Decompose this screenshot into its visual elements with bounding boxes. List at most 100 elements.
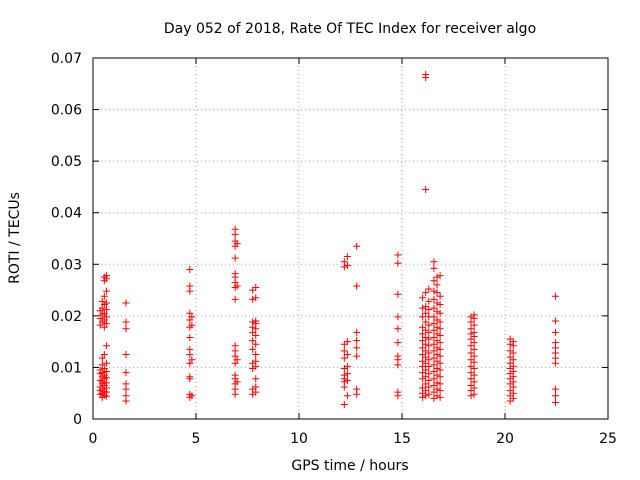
data-point [419, 344, 427, 352]
data-point [551, 398, 559, 406]
chart-title: Day 052 of 2018, Rate Of TEC Index for r… [164, 21, 536, 37]
data-point [394, 259, 402, 267]
data-point [100, 292, 108, 300]
data-point [425, 356, 433, 364]
data-point [436, 292, 444, 300]
data-point [436, 366, 444, 374]
data-point [433, 323, 441, 331]
data-point [425, 362, 433, 370]
data-point [252, 283, 260, 291]
data-point [470, 371, 478, 379]
data-point [340, 258, 348, 266]
data-point [343, 338, 351, 346]
data-point [252, 340, 260, 348]
x-tick-label: 5 [192, 431, 201, 447]
data-point [98, 361, 106, 369]
data-point [419, 294, 427, 302]
data-point [343, 370, 351, 378]
data-point [100, 323, 108, 331]
data-point [98, 354, 106, 362]
data-point [430, 320, 438, 328]
data-point [506, 359, 514, 367]
data-point [394, 352, 402, 360]
data-point [252, 357, 260, 365]
data-point [430, 304, 438, 312]
data-point [470, 384, 478, 392]
data-point [100, 309, 108, 317]
data-point [425, 285, 433, 293]
data-point [425, 349, 433, 357]
data-point [470, 328, 478, 336]
data-point [436, 352, 444, 360]
data-point [467, 349, 475, 357]
x-tick-label: 0 [89, 431, 98, 447]
data-point [394, 290, 402, 298]
data-point [470, 378, 478, 386]
data-point [467, 375, 475, 383]
data-point [394, 339, 402, 347]
data-point [470, 352, 478, 360]
data-point [343, 392, 351, 400]
data-point [122, 299, 130, 307]
data-point [102, 272, 110, 280]
data-point [252, 375, 260, 383]
data-point [436, 309, 444, 317]
data-point [353, 344, 361, 352]
data-point [425, 335, 433, 343]
data-point [467, 342, 475, 350]
data-point [419, 330, 427, 338]
data-point [343, 261, 351, 269]
data-point [470, 345, 478, 353]
data-point [102, 342, 110, 350]
data-point [467, 325, 475, 333]
data-point [419, 304, 427, 312]
data-point [509, 389, 517, 397]
data-point [186, 334, 194, 342]
data-point [340, 371, 348, 379]
data-point [252, 294, 260, 302]
data-point [343, 351, 351, 359]
data-point [340, 401, 348, 409]
data-point [122, 380, 130, 388]
data-point [436, 373, 444, 381]
data-point [422, 366, 430, 374]
data-point [249, 337, 257, 345]
data-point [430, 287, 438, 295]
data-point [422, 309, 430, 317]
data-point [231, 359, 239, 367]
data-point [470, 390, 478, 398]
y-tick-label: 0.03 [51, 257, 82, 273]
data-point [252, 317, 260, 325]
data-point [470, 339, 478, 347]
data-point [433, 299, 441, 307]
data-point [102, 320, 110, 328]
data-point [233, 240, 241, 248]
data-point [353, 328, 361, 336]
data-point [422, 71, 430, 79]
data-point [419, 323, 427, 331]
data-point [340, 347, 348, 355]
y-tick-label: 0.02 [51, 309, 82, 325]
data-point [419, 337, 427, 345]
data-point [102, 368, 110, 376]
data-point [433, 308, 441, 316]
axis-ticks: 0 5 10 15 20 25 0 0.01 0.02 0.03 0.04 0.05 0.06 0.07 [51, 51, 617, 447]
data-point [343, 376, 351, 384]
data-point [470, 364, 478, 372]
y-tick-label: 0 [73, 412, 82, 428]
data-point [102, 306, 110, 314]
data-point [233, 282, 241, 290]
data-point [436, 272, 444, 280]
data-point [425, 306, 433, 314]
data-point [231, 254, 239, 262]
data-point [422, 318, 430, 326]
data-point [122, 369, 130, 377]
x-axis-label: GPS time / hours [291, 458, 408, 474]
data-point [470, 321, 478, 329]
data-point [436, 325, 444, 333]
data-point [436, 387, 444, 395]
data-point [436, 331, 444, 339]
data-point [102, 287, 110, 295]
data-point [186, 373, 194, 381]
y-tick-label: 0.06 [51, 103, 82, 119]
